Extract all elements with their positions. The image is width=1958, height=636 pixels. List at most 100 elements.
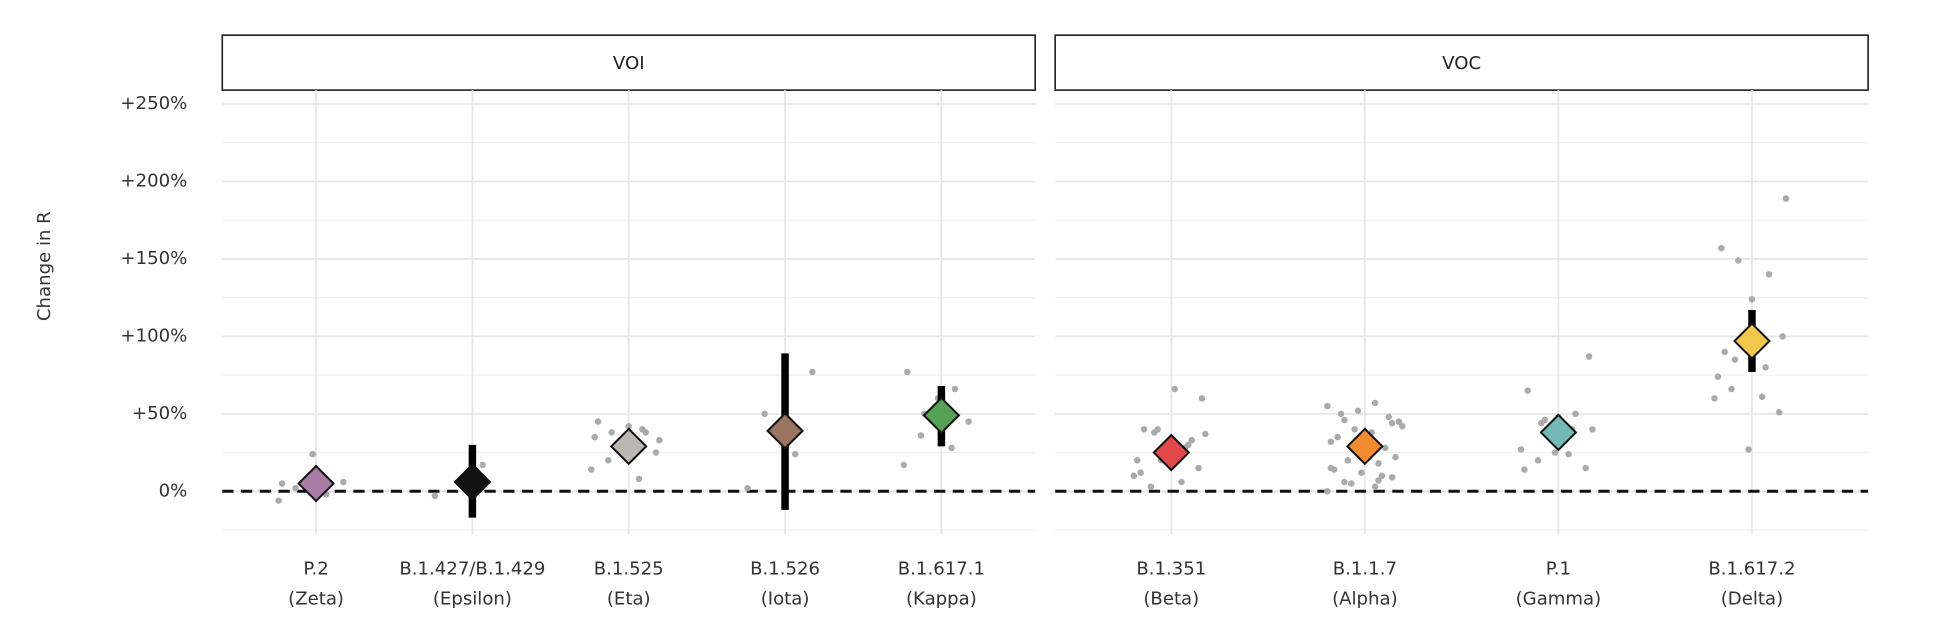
y-tick-label: 0% — [159, 480, 188, 501]
point — [1327, 438, 1335, 445]
point — [792, 450, 799, 458]
point — [1399, 422, 1406, 430]
point — [1718, 244, 1725, 252]
point — [1534, 457, 1542, 464]
facet-strip — [221, 34, 1037, 91]
point — [1392, 453, 1399, 461]
point — [1782, 195, 1790, 202]
facet-strip — [1054, 34, 1869, 91]
x-tick-label: (Beta) — [1143, 589, 1199, 610]
x-tick-label: B.1.526 — [750, 559, 820, 580]
point — [1337, 410, 1345, 418]
x-tick-label: (Iota) — [761, 589, 810, 610]
point — [1354, 407, 1362, 414]
point — [1137, 469, 1144, 476]
point — [1330, 466, 1338, 473]
point — [1358, 469, 1365, 476]
x-tick-label: (Alpha) — [1332, 589, 1398, 610]
point — [904, 368, 911, 376]
point — [1524, 387, 1532, 394]
point — [625, 422, 632, 430]
point — [1541, 416, 1549, 424]
x-tick-label: B.1.1.7 — [1333, 559, 1397, 580]
x-tick-label: P.1 — [1546, 559, 1571, 580]
x-tick-label: (Delta) — [1721, 589, 1783, 610]
x-tick-label: (Zeta) — [288, 589, 344, 610]
point — [1388, 419, 1396, 427]
point — [1154, 426, 1161, 433]
estimate — [922, 396, 961, 435]
estimate — [297, 464, 335, 503]
point — [900, 461, 908, 469]
point — [292, 484, 299, 492]
point — [605, 457, 612, 464]
point — [1589, 426, 1596, 433]
point — [479, 461, 486, 469]
point — [1765, 271, 1773, 278]
point — [1334, 433, 1341, 441]
estimate — [1152, 433, 1191, 472]
point — [652, 449, 660, 456]
point — [1341, 416, 1348, 424]
point — [1521, 466, 1528, 473]
point — [1585, 353, 1593, 360]
point — [1748, 295, 1756, 303]
point — [431, 492, 439, 500]
y-tick-label: +200% — [120, 170, 187, 191]
point — [588, 466, 595, 473]
point — [1745, 446, 1752, 453]
point — [1775, 409, 1783, 416]
point — [1375, 460, 1382, 467]
estimate — [1539, 413, 1578, 452]
point — [1185, 441, 1192, 449]
point — [1130, 472, 1138, 480]
point — [1721, 348, 1728, 356]
point — [1517, 446, 1525, 453]
estimate — [766, 411, 804, 450]
point — [1351, 426, 1358, 433]
point — [948, 444, 955, 452]
point — [309, 450, 316, 458]
point — [1324, 402, 1331, 410]
point — [608, 429, 615, 436]
point — [1762, 364, 1769, 371]
point — [591, 433, 598, 441]
point — [1572, 410, 1579, 418]
point — [278, 480, 286, 487]
point — [1178, 478, 1185, 486]
point — [1198, 395, 1206, 402]
point — [1582, 464, 1589, 472]
point — [1202, 430, 1209, 438]
x-tick-label: B.1.427/B.1.429 — [399, 559, 545, 580]
point — [1388, 474, 1396, 481]
point — [1714, 373, 1722, 380]
point — [761, 410, 768, 418]
point — [1147, 483, 1155, 490]
point — [656, 436, 663, 444]
point — [1324, 488, 1331, 495]
estimate — [609, 427, 648, 466]
point — [1551, 449, 1559, 456]
y-tick-label: +150% — [120, 248, 187, 269]
point — [1171, 385, 1178, 393]
point — [635, 475, 643, 483]
point — [1371, 483, 1379, 490]
point — [1134, 457, 1141, 464]
point — [275, 497, 282, 504]
x-tick-label: (Epsilon) — [433, 589, 512, 610]
point — [1140, 426, 1148, 433]
point — [1395, 418, 1403, 425]
point — [642, 429, 650, 436]
point — [1341, 478, 1348, 486]
estimate — [1345, 427, 1384, 466]
point — [1711, 395, 1718, 402]
point — [1195, 464, 1202, 472]
x-tick-label: (Kappa) — [906, 589, 977, 610]
x-tick-label: (Gamma) — [1516, 589, 1602, 610]
point — [1758, 393, 1766, 401]
x-tick-label: B.1.617.1 — [898, 559, 985, 580]
y-tick-label: +50% — [132, 403, 187, 424]
point — [1378, 472, 1386, 480]
point — [1347, 480, 1355, 487]
facet-title: VOC — [1442, 53, 1481, 74]
